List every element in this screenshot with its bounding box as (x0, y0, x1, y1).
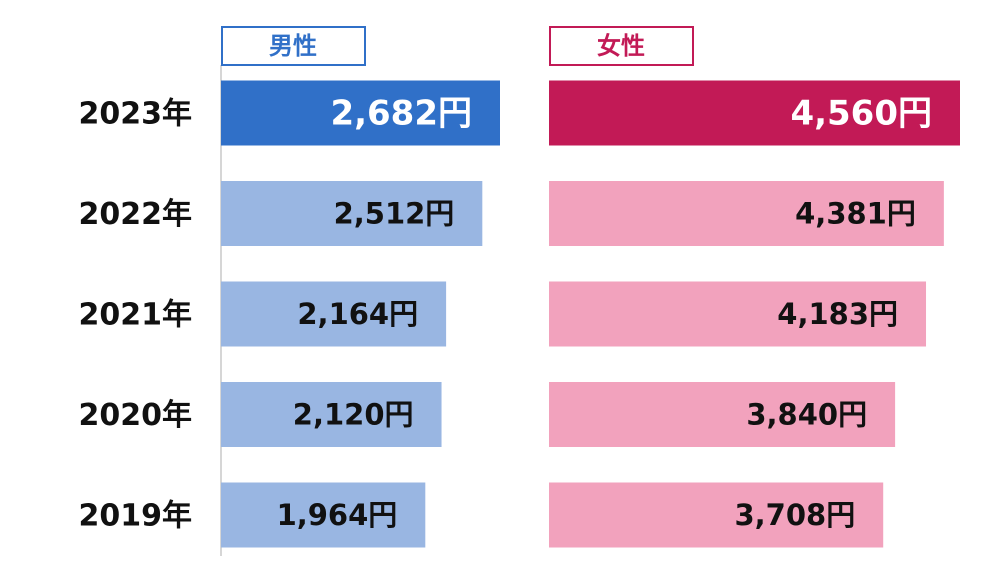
bar (549, 482, 884, 548)
value-label: 2,120円 (293, 398, 414, 432)
bar (221, 482, 426, 548)
value-label: 3,708円 (734, 498, 855, 532)
y-tick-label: 2023年 (79, 97, 193, 132)
bar (221, 281, 447, 347)
value-label: 2,512円 (334, 197, 455, 231)
bar (221, 80, 500, 146)
y-tick-label: 2021年 (79, 298, 193, 333)
bar (221, 382, 442, 447)
legend-box (549, 26, 694, 66)
bar (549, 382, 896, 447)
legend-label: 男性 (269, 32, 317, 60)
bar (221, 181, 483, 246)
y-tick-label: 2022年 (79, 197, 193, 232)
value-label: 4,560円 (790, 94, 932, 134)
value-label: 2,682円 (330, 94, 472, 134)
bar (549, 181, 944, 246)
legend-label: 女性 (597, 32, 645, 60)
value-label: 4,381円 (795, 197, 916, 231)
legend-box (221, 26, 366, 66)
bar (549, 80, 960, 146)
value-label: 1,964円 (277, 498, 398, 532)
y-tick-label: 2019年 (79, 499, 193, 534)
bar (549, 281, 927, 347)
value-label: 3,840円 (746, 398, 867, 432)
y-tick-label: 2020年 (79, 398, 193, 433)
value-label: 4,183円 (777, 297, 898, 331)
value-label: 2,164円 (297, 297, 418, 331)
